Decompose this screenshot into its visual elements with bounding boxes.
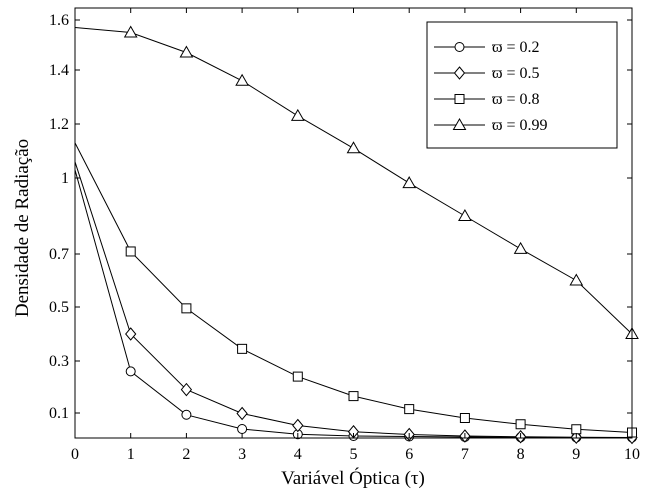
x-tick-label: 9 — [572, 446, 580, 463]
data-point-square — [348, 391, 359, 402]
data-point-triangle — [290, 108, 305, 121]
data-point-square — [459, 413, 470, 423]
y-tick-label: 0.3 — [49, 353, 69, 370]
x-tick-label: 6 — [405, 446, 413, 463]
y-tick-label: 1.2 — [49, 116, 69, 133]
x-tick-label: 10 — [624, 446, 640, 463]
x-tick-label: 4 — [294, 446, 302, 463]
legend-marker-triangle — [452, 117, 467, 130]
y-tick-label: 1.4 — [49, 62, 69, 79]
legend-label: ϖ = 0.99 — [492, 117, 548, 134]
data-point-triangle — [179, 45, 194, 58]
data-point-square — [237, 343, 248, 354]
data-point-triangle — [346, 141, 361, 154]
data-point-diamond — [292, 418, 304, 433]
legend-label: ϖ = 0.5 — [492, 65, 540, 82]
data-point-circle — [125, 366, 136, 377]
x-tick-label: 0 — [71, 446, 79, 463]
y-tick-label: 1 — [61, 170, 69, 187]
x-tick-label: 5 — [350, 446, 358, 463]
y-axis-label: Densidade de Radiação — [12, 139, 33, 317]
axis-layer: 0 1 2 3 4 5 6 7 8 9 10 0.1 0.3 0.5 0.7 1 1.2 1.4 1.6 — [49, 8, 640, 463]
legend: ϖ = 0.2 ϖ = 0.5 ϖ = 0.8 ϖ = 0.99 — [426, 21, 618, 149]
series-4 — [74, 25, 639, 339]
data-point-triangle — [123, 25, 138, 38]
data-point-square — [515, 419, 526, 430]
data-point-square — [181, 303, 192, 314]
legend-marker-square — [454, 94, 465, 104]
series-layer — [74, 25, 639, 445]
x-tick-label: 3 — [238, 446, 246, 463]
x-tick-label: 1 — [127, 446, 135, 463]
data-point-circle — [181, 409, 192, 420]
data-point-triangle — [458, 208, 472, 221]
y-tick-label: 1.6 — [49, 12, 69, 29]
data-point-triangle — [513, 241, 528, 254]
data-point-triangle — [569, 273, 584, 286]
x-tick-label: 7 — [461, 446, 469, 463]
data-point-triangle — [402, 176, 417, 189]
data-point-square — [125, 246, 136, 257]
data-point-diamond — [125, 327, 137, 341]
data-point-diamond — [236, 406, 248, 421]
data-point-circle — [237, 424, 248, 434]
x-tick-label: 2 — [182, 446, 190, 463]
y-tick-label: 0.7 — [49, 246, 69, 263]
legend-label: ϖ = 0.2 — [492, 39, 540, 56]
legend-marker-circle — [454, 42, 465, 52]
legend-marker-diamond — [453, 66, 466, 80]
data-point-diamond — [180, 382, 193, 397]
data-point-square — [571, 424, 582, 435]
y-tick-label: 0.1 — [49, 405, 69, 422]
legend-label: ϖ = 0.8 — [492, 91, 540, 108]
y-tick-label: 0.5 — [49, 299, 69, 316]
data-point-triangle — [235, 73, 249, 86]
series-2 — [74, 161, 638, 445]
x-axis-label: Variável Óptica (τ) — [281, 467, 425, 489]
data-point-square — [404, 404, 415, 415]
data-point-square — [292, 371, 303, 382]
x-tick-label: 8 — [517, 446, 525, 463]
